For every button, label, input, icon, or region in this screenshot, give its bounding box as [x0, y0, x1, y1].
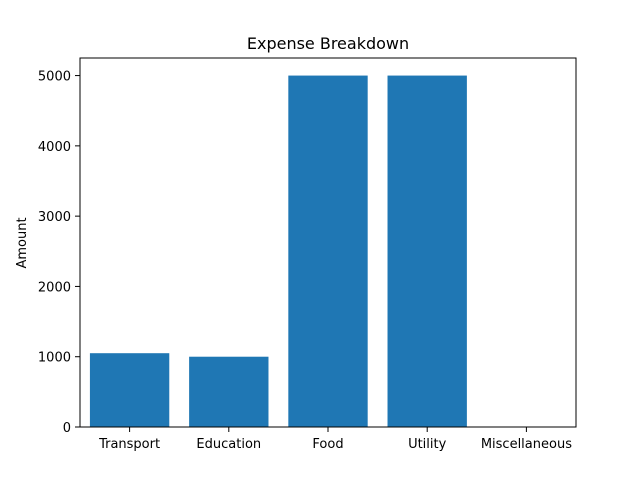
- y-tick-label: 4000: [38, 140, 71, 155]
- x-tick-label: Education: [196, 437, 261, 452]
- chart-title: Expense Breakdown: [247, 34, 409, 53]
- y-tick-label: 0: [63, 421, 71, 436]
- y-axis-label: Amount: [15, 217, 30, 268]
- x-tick-label: Utility: [408, 437, 447, 452]
- plot-area-frame: [79, 57, 577, 428]
- bar-food: [288, 75, 368, 427]
- y-tick-label: 2000: [38, 280, 71, 295]
- y-axis-ticks: 0 1000 2000 3000 4000 5000: [38, 70, 80, 436]
- x-tick-label: Miscellaneous: [481, 437, 572, 452]
- x-tick-label: Transport: [98, 437, 160, 452]
- bar-utility: [387, 75, 467, 427]
- x-tick-label: Food: [312, 437, 343, 452]
- y-tick-label: 1000: [38, 351, 71, 366]
- y-tick-label: 5000: [38, 70, 71, 85]
- bar-education: [189, 356, 269, 427]
- x-axis-ticks: Transport Education Food Utility Miscellaneo…: [98, 427, 572, 452]
- bar-transport: [89, 353, 170, 427]
- bar-series: [89, 75, 467, 427]
- y-tick-label: 3000: [38, 210, 71, 225]
